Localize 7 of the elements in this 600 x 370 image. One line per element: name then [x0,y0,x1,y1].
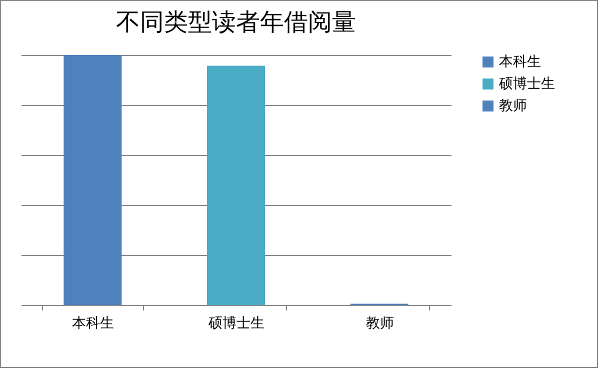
legend-label: 本科生 [499,54,541,70]
chart-title: 不同类型读者年借阅量 [116,8,356,36]
x-tick-label: 硕博士生 [208,316,264,332]
x-tick-label: 本科生 [72,316,114,332]
legend-label: 硕博士生 [498,76,555,92]
legend-label: 教师 [499,98,527,114]
x-tick-label: 教师 [366,316,394,332]
